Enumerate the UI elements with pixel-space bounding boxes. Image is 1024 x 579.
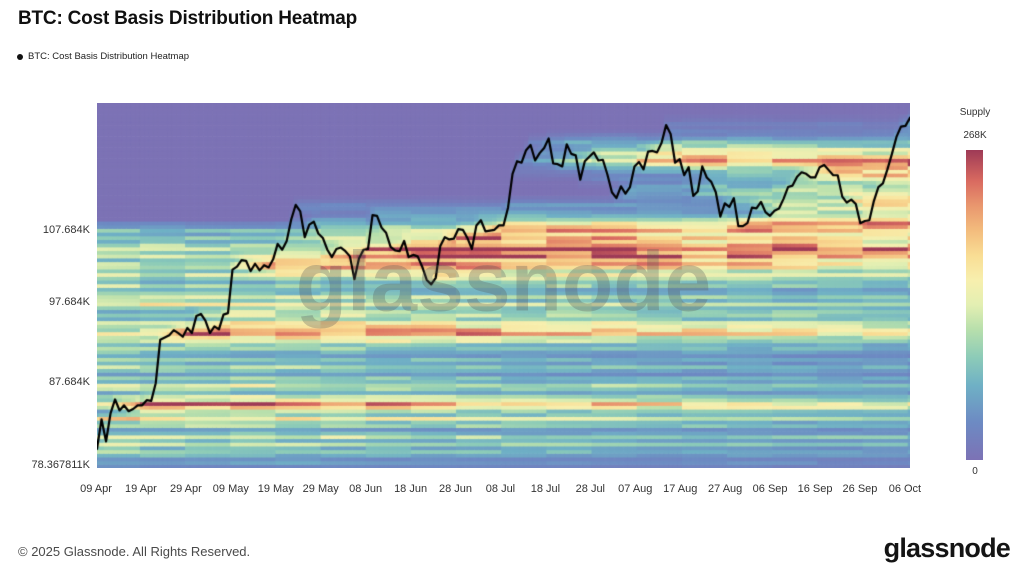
x-tick-label: 06 Sep (752, 483, 788, 495)
x-tick-label: 26 Sep (842, 483, 878, 495)
x-tick-label: 19 May (257, 483, 294, 495)
x-tick-label: 18 Jun (394, 483, 428, 495)
y-tick-label: 97.684K (49, 296, 90, 308)
x-tick-label: 09 May (212, 483, 249, 495)
x-tick-label: 29 Apr (169, 483, 202, 495)
colorbar-max-label: 268K (963, 130, 987, 141)
heatmap-plot[interactable]: glassnode (97, 103, 910, 468)
x-tick-label: 17 Aug (663, 483, 698, 495)
heatmap-canvas[interactable] (97, 103, 910, 468)
colorbar-min-label: 0 (972, 466, 978, 477)
colorbar-gradient (966, 150, 983, 460)
x-tick-label: 18 Jul (530, 483, 561, 495)
series-dot-icon (17, 53, 23, 60)
x-tick-label: 07 Aug (618, 483, 653, 495)
x-tick-label: 16 Sep (797, 483, 833, 495)
legend-item[interactable]: BTC: Cost Basis Distribution Heatmap (17, 51, 189, 62)
x-tick-label: 19 Apr (125, 483, 157, 495)
y-axis: 107.684K 97.684K 87.684K 78.367811K (4, 0, 90, 579)
x-tick-label: 27 Aug (708, 483, 743, 495)
x-tick-label: 29 May (302, 483, 339, 495)
copyright: © 2025 Glassnode. All Rights Reserved. (18, 544, 251, 559)
x-tick-label: 08 Jul (485, 483, 516, 495)
colorbar-title: Supply (959, 107, 991, 118)
y-tick-label: 78.367811K (31, 459, 90, 471)
x-tick-label: 28 Jul (575, 483, 606, 495)
x-tick-label: 06 Oct (888, 483, 922, 495)
x-tick-label: 28 Jun (439, 483, 473, 495)
legend-label: BTC: Cost Basis Distribution Heatmap (28, 51, 190, 62)
x-tick-label: 08 Jun (349, 483, 383, 495)
y-tick-label: 107.684K (42, 224, 90, 236)
glassnode-logo: glassnode (883, 533, 1011, 563)
y-tick-label: 87.684K (49, 376, 90, 388)
page-title: BTC: Cost Basis Distribution Heatmap (18, 8, 358, 29)
